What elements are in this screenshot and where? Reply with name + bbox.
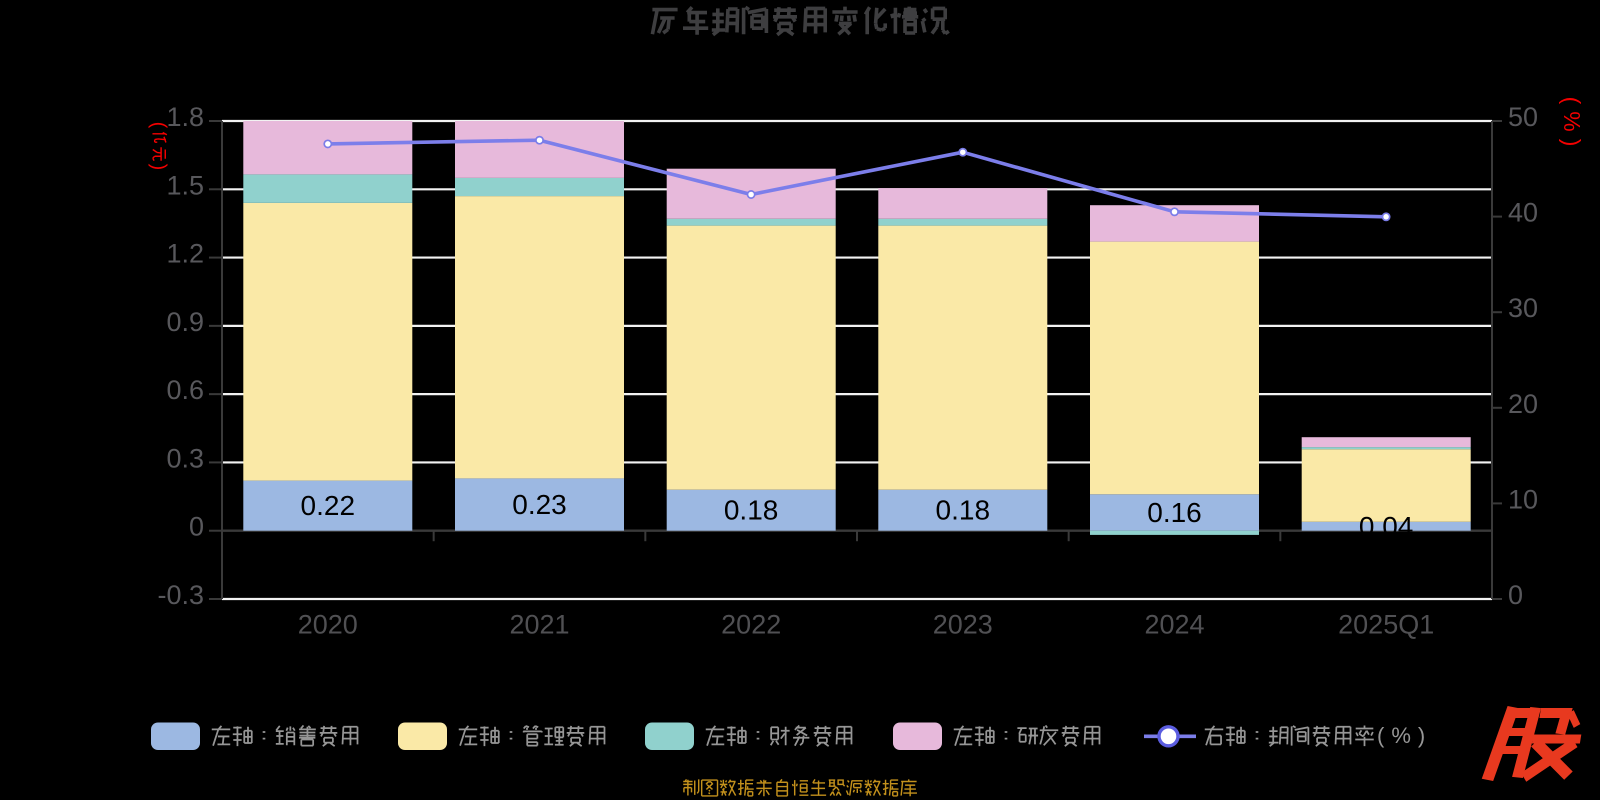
svg-text:2021: 2021 [509,610,569,640]
svg-text:0.3: 0.3 [166,443,204,473]
svg-text:0.23: 0.23 [512,489,567,520]
svg-text:1.5: 1.5 [166,170,204,200]
svg-text:40: 40 [1508,198,1538,228]
svg-text:0: 0 [189,512,204,542]
svg-text:0.22: 0.22 [301,490,356,521]
svg-text:30: 30 [1508,293,1538,323]
svg-text:2023: 2023 [933,610,993,640]
svg-text:(: ( [148,122,170,129]
svg-text:1.2: 1.2 [166,239,204,269]
svg-text:2025Q1: 2025Q1 [1338,610,1434,640]
svg-text:1.8: 1.8 [166,102,204,132]
svg-text:(%): (%) [1559,97,1585,154]
svg-text:2022: 2022 [721,610,781,640]
svg-text:50: 50 [1508,102,1538,132]
svg-text:0.18: 0.18 [724,495,779,526]
svg-text:2020: 2020 [298,610,358,640]
svg-text:10: 10 [1508,484,1538,514]
svg-text:0.18: 0.18 [936,495,991,526]
svg-text:(%): (%) [1377,723,1432,748]
svg-text:): ) [148,164,170,171]
svg-text:20: 20 [1508,389,1538,419]
svg-text:0: 0 [1508,580,1523,610]
svg-text:0.04: 0.04 [1359,511,1414,542]
svg-text:-0.3: -0.3 [157,580,204,610]
svg-text:0.6: 0.6 [166,375,204,405]
svg-text:0.16: 0.16 [1147,497,1202,528]
svg-text:0.9: 0.9 [166,307,204,337]
svg-text:2024: 2024 [1144,610,1204,640]
